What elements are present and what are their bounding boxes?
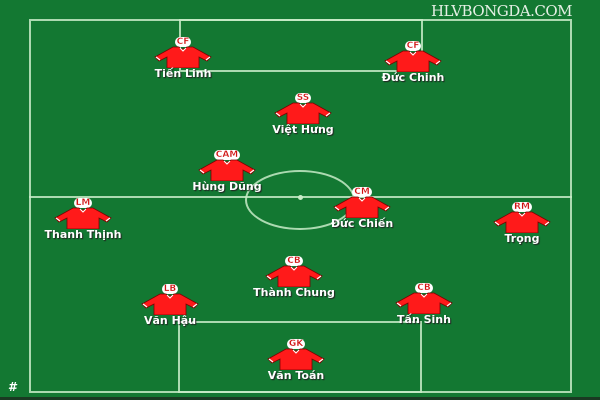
player-name: Đức Chinh: [381, 71, 445, 84]
position-badge: CM: [352, 187, 372, 197]
shirt-icon: [333, 196, 391, 218]
position-badge: CB: [415, 283, 433, 293]
player-name: Tấn Sinh: [397, 313, 451, 326]
player-8: LB Văn Hậu: [110, 276, 230, 327]
shirt-icon: [384, 50, 442, 72]
shirt-icon: [54, 207, 112, 229]
player-4: CM Đức Chiến: [302, 179, 422, 230]
shirt-icon: [267, 348, 325, 370]
player-name: Hùng Dũng: [192, 180, 262, 193]
player-6: RM Trọng: [462, 194, 582, 245]
position-badge: LM: [73, 198, 93, 208]
position-badge: CF: [404, 41, 422, 51]
footer-mark: #: [8, 380, 17, 394]
shirt-icon: [493, 211, 551, 233]
player-name: Việt Hưng: [272, 123, 334, 136]
position-badge: CB: [285, 256, 303, 266]
bottom-penalty-box: [178, 321, 422, 393]
position-badge: CF: [174, 37, 192, 47]
shirt-icon: [141, 293, 199, 315]
position-badge: CAM: [213, 150, 241, 160]
shirt-icon: [198, 159, 256, 181]
shirt-icon: [274, 102, 332, 124]
player-2: SS Việt Hưng: [243, 85, 363, 136]
center-spot: [298, 195, 303, 200]
player-10: GK Văn Toán: [236, 331, 356, 382]
player-0: CF Tiến Linh: [123, 29, 243, 80]
player-1: CF Đức Chinh: [353, 33, 473, 84]
position-badge: RM: [512, 202, 532, 212]
shirt-icon: [395, 292, 453, 314]
player-name: Thành Chung: [253, 286, 335, 299]
watermark: HLVBONGDA.COM: [430, 2, 573, 20]
shirt-icon: [154, 46, 212, 68]
player-5: LM Thanh Thịnh: [23, 190, 143, 241]
player-name: Tiến Linh: [154, 67, 212, 80]
position-badge: GK: [286, 339, 306, 349]
player-name: Trọng: [504, 232, 540, 245]
player-name: Văn Hậu: [143, 314, 197, 327]
player-name: Đức Chiến: [330, 217, 394, 230]
shirt-icon: [265, 265, 323, 287]
position-badge: LB: [161, 284, 179, 294]
player-name: Văn Toán: [267, 369, 325, 382]
player-9: CB Tấn Sinh: [364, 275, 484, 326]
bottom-bar: [0, 397, 600, 400]
player-7: CB Thành Chung: [234, 248, 354, 299]
player-name: Thanh Thịnh: [44, 228, 122, 241]
position-badge: SS: [294, 93, 312, 103]
player-3: CAM Hùng Dũng: [167, 142, 287, 193]
